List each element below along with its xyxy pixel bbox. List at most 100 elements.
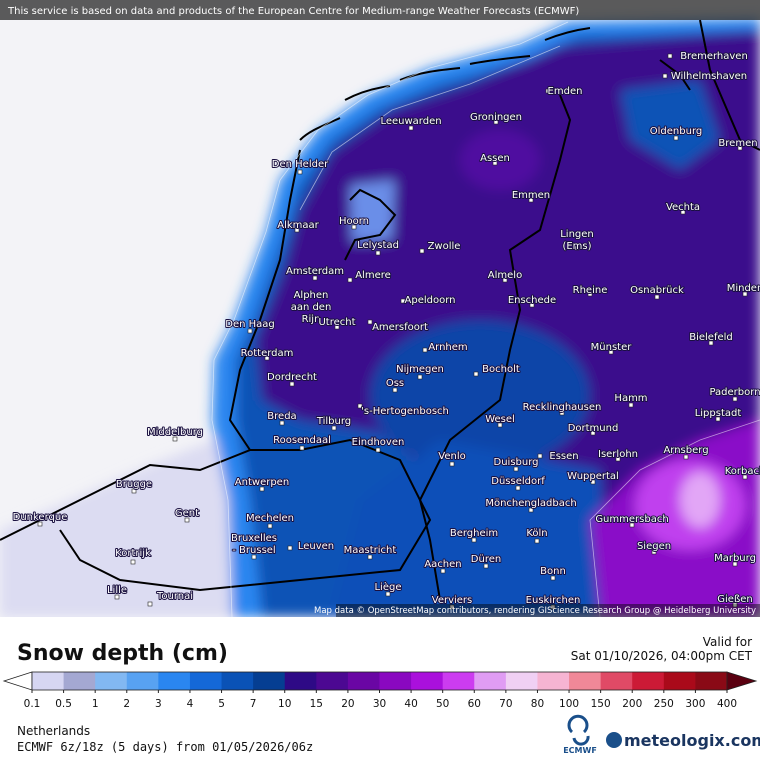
ecmwf-logo: ECMWF	[563, 714, 597, 755]
city-label: Oldenburg	[650, 126, 702, 137]
city-label: Rheine	[573, 285, 608, 296]
colorbar-tick-label: 10	[278, 698, 291, 710]
colorbar-swatch	[474, 672, 507, 690]
city-marker	[385, 591, 391, 597]
city-label: Leeuwarden	[380, 116, 441, 127]
city-label: Köln	[526, 528, 547, 539]
colorbar-swatch	[347, 672, 380, 690]
city-label: Antwerpen	[235, 477, 289, 488]
colorbar-tick-label: 2	[123, 698, 130, 710]
city-marker	[654, 294, 660, 300]
city-label: Utrecht	[318, 317, 355, 328]
city-marker	[545, 88, 551, 94]
city-labels: Bremerhaven Wilhelmshaven Emden Leeuwarden G…	[12, 50, 760, 610]
city-label: Lille	[107, 585, 127, 596]
city-marker	[493, 119, 499, 125]
colorbar: 0.1 0.5 1 2 3 4 5 7 10 15 20 30 40 50 60 70 80 100 150 200 2…	[2, 671, 758, 710]
city-label: Enschede	[508, 295, 556, 306]
city-label: Bielefeld	[689, 332, 733, 343]
city-label: Osnabrück	[630, 285, 684, 296]
city-label: Bremen	[718, 138, 757, 149]
city-marker	[375, 447, 381, 453]
contours	[211, 21, 760, 617]
city-marker	[590, 430, 596, 436]
city-label: Venlo	[438, 451, 465, 462]
colorbar-swatch	[411, 672, 444, 690]
city-marker	[400, 298, 406, 304]
city-label: Iserlohn	[598, 449, 638, 460]
city-marker	[537, 453, 543, 459]
city-marker	[331, 425, 337, 431]
colorbar-tick-label: 400	[717, 698, 737, 710]
city-label: Rijn	[302, 314, 321, 325]
colorbar-swatch	[695, 672, 728, 690]
city-marker	[367, 554, 373, 560]
city-label: Amsterdam	[286, 266, 344, 277]
city-marker	[502, 277, 508, 283]
city-marker	[247, 328, 253, 334]
colorbar-swatch	[284, 672, 317, 690]
city-marker	[513, 466, 519, 472]
city-label: - Brussel	[232, 545, 275, 556]
city-label: Tilburg	[316, 416, 351, 427]
city-marker	[417, 374, 423, 380]
city-label: Kortrijk	[115, 548, 151, 559]
city-marker	[351, 224, 357, 230]
site-brand[interactable]: meteologix.com	[624, 731, 760, 750]
city-marker	[172, 436, 178, 442]
city-marker	[449, 461, 455, 467]
city-label: Münster	[591, 342, 633, 353]
city-label: Arnhem	[428, 342, 467, 353]
colorbar-swatch	[632, 672, 665, 690]
city-marker	[287, 545, 293, 551]
city-label: Hoorn	[339, 216, 369, 227]
city-marker	[528, 507, 534, 513]
colorbar-tick-label: 150	[591, 698, 611, 710]
city-label: Apeldoorn	[405, 295, 456, 306]
colorbar-swatch	[316, 672, 349, 690]
city-label: Düsseldorf	[491, 476, 545, 487]
city-label: Euskirchen	[526, 595, 581, 606]
colorbar-tick-label: 0.1	[24, 698, 41, 710]
colorbar-tick-label: 4	[187, 698, 194, 710]
colorbar-swatch	[505, 672, 538, 690]
city-marker	[347, 277, 353, 283]
city-marker	[289, 381, 295, 387]
colorbar-tick-label: 1	[92, 698, 99, 710]
city-marker	[528, 197, 534, 203]
city-marker	[449, 604, 455, 610]
city-label: Gießen	[717, 594, 752, 605]
ecmwf-notice: This service is based on data and produc…	[7, 6, 579, 17]
colorbar-swatch	[442, 672, 475, 690]
city-label: Dortmund	[568, 423, 619, 434]
city-label: Korbach	[725, 466, 760, 477]
city-marker	[715, 416, 721, 422]
city-marker	[297, 169, 303, 175]
city-marker	[737, 145, 743, 151]
colorbar-tick-label: 15	[310, 698, 323, 710]
colorbar-tick-label: 70	[499, 698, 512, 710]
city-label: (Ems)	[562, 241, 591, 252]
city-label: Oss	[386, 378, 404, 389]
city-label: Zwolle	[428, 241, 461, 252]
city-label: Bruxelles	[231, 533, 277, 544]
city-marker	[184, 517, 190, 523]
city-marker	[742, 291, 748, 297]
meteologix-icon	[606, 732, 622, 748]
city-marker	[471, 537, 477, 543]
city-label: Almere	[355, 270, 391, 281]
city-marker	[742, 474, 748, 480]
model-run: ECMWF 6z/18z (5 days) from 01/05/2026/06…	[17, 740, 313, 754]
colorbar-swatch	[126, 672, 159, 690]
city-marker	[130, 559, 136, 565]
colorbar-tick-label: 7	[250, 698, 257, 710]
colorbar-swatch	[158, 672, 191, 690]
city-label: Liège	[374, 581, 401, 593]
city-label: Alphen	[294, 290, 329, 301]
notice-bar	[0, 0, 760, 20]
city-label: Nijmegen	[396, 364, 444, 375]
colorbar-swatch	[253, 672, 286, 690]
region: Netherlands	[17, 724, 90, 738]
